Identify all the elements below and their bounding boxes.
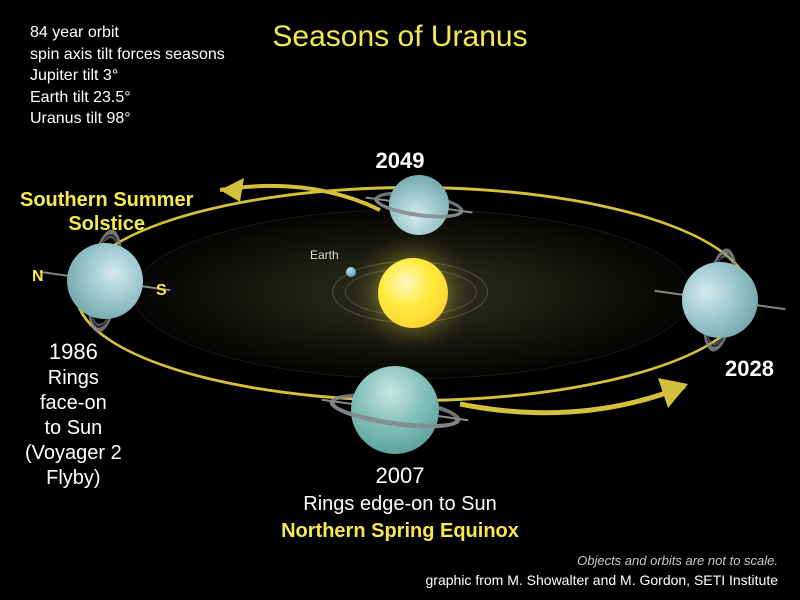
orbit-arrow-top bbox=[200, 170, 400, 230]
earth-label: Earth bbox=[310, 248, 339, 262]
earth-dot bbox=[346, 267, 356, 277]
pole-n-label: N bbox=[32, 268, 44, 286]
tilt-info-block: 84 year orbit spin axis tilt forces seas… bbox=[30, 22, 225, 130]
orbit-arrow-bottom bbox=[450, 374, 700, 434]
scale-footnote: Objects and orbits are not to scale. bbox=[577, 553, 778, 568]
info-line: Earth tilt 23.5° bbox=[30, 87, 225, 109]
pole-s-label: S bbox=[156, 282, 167, 300]
year-2028-label: 2028 bbox=[725, 356, 774, 382]
info-line: Jupiter tilt 3° bbox=[30, 65, 225, 87]
info-line: Uranus tilt 98° bbox=[30, 108, 225, 130]
info-line: 84 year orbit bbox=[30, 22, 225, 44]
year-2007-block: 2007 Rings edge-on to Sun bbox=[303, 462, 496, 517]
uranus-2049 bbox=[389, 175, 449, 235]
credit-footnote: graphic from M. Showalter and M. Gordon,… bbox=[426, 572, 778, 588]
year-2049-label: 2049 bbox=[376, 148, 425, 174]
year-1986-block: 1986 Rings face-on to Sun (Voyager 2 Fly… bbox=[25, 338, 122, 491]
northern-equinox-label: Northern Spring Equinox bbox=[281, 520, 519, 543]
southern-solstice-label: Southern Summer Solstice bbox=[20, 188, 193, 236]
sun bbox=[378, 258, 448, 328]
uranus-1986 bbox=[67, 243, 143, 319]
info-line: spin axis tilt forces seasons bbox=[30, 44, 225, 66]
main-title: Seasons of Uranus bbox=[272, 20, 527, 54]
uranus-2028 bbox=[682, 262, 758, 338]
uranus-2007 bbox=[351, 366, 439, 454]
